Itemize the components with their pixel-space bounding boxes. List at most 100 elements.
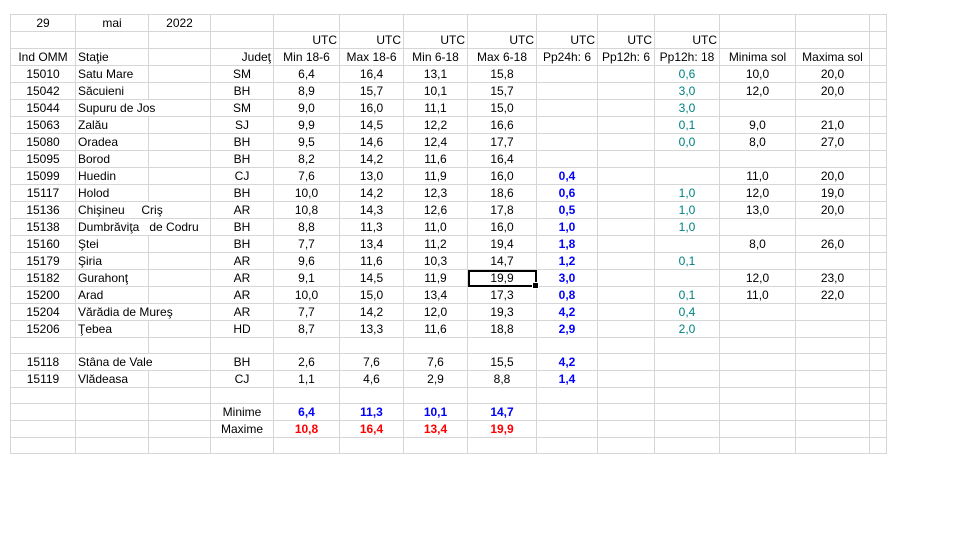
- value-cell: 12,0: [719, 269, 796, 287]
- value-cell: 14,7: [467, 252, 537, 270]
- empty-cell: [467, 437, 537, 454]
- value-cell: 4,6: [339, 370, 404, 388]
- value-cell: [795, 252, 870, 270]
- value-cell: 1,8: [536, 235, 598, 253]
- value-cell: 27,0: [795, 133, 870, 151]
- station-name: Oradea: [75, 133, 149, 151]
- value-cell: 1,0: [654, 218, 720, 236]
- station-row: 15042 Săcuieni BH 8,9 15,7 10,1 15,7 3,0 12,0 20,…: [10, 82, 887, 100]
- value-cell: 7,6: [403, 353, 468, 371]
- station-id: 15136: [10, 201, 76, 219]
- value-cell: 20,0: [795, 82, 870, 100]
- empty-cell: [210, 14, 274, 32]
- value-cell: 14,2: [339, 150, 404, 168]
- empty-cell: [148, 269, 211, 287]
- station-name: Supuru de Jos: [75, 99, 211, 117]
- value-cell: [597, 320, 655, 338]
- empty-cell: [869, 337, 887, 354]
- empty-cell: [339, 387, 404, 404]
- empty-cell: [536, 387, 598, 404]
- column-header: Max 6-18: [467, 48, 537, 66]
- value-cell: 15,5: [467, 353, 537, 371]
- value-cell: [536, 116, 598, 134]
- column-header: Ind OMM: [10, 48, 76, 66]
- station-id: 15200: [10, 286, 76, 304]
- empty-cell: [795, 437, 870, 454]
- empty-cell: [148, 167, 211, 185]
- value-cell: [536, 82, 598, 100]
- empty-cell: [75, 437, 149, 454]
- empty-cell: [795, 403, 870, 421]
- value-cell: 1,1: [273, 370, 340, 388]
- station-id: 15179: [10, 252, 76, 270]
- summary-value: 19,9: [467, 420, 537, 438]
- county: BH: [210, 184, 274, 202]
- station-name: Vlădeasa: [75, 370, 149, 388]
- county: HD: [210, 320, 274, 338]
- station-id: 15118: [10, 353, 76, 371]
- summary-row: Maxime 10,8 16,4 13,4 19,9: [10, 420, 887, 438]
- value-cell: 13,4: [403, 286, 468, 304]
- empty-cell: [597, 420, 655, 438]
- column-header: Min 18-6: [273, 48, 340, 66]
- station-name: Borod: [75, 150, 149, 168]
- value-cell: 6,4: [273, 65, 340, 83]
- empty-cell: [869, 252, 887, 270]
- header-row: Ind OMM Staţie Judeţ Min 18-6 Max 18-6 Min 6-…: [10, 48, 887, 66]
- value-cell: 4,2: [536, 303, 598, 321]
- county: AR: [210, 252, 274, 270]
- empty-cell: [403, 387, 468, 404]
- value-cell: 12,4: [403, 133, 468, 151]
- station-id: 15044: [10, 99, 76, 117]
- empty-cell: [75, 337, 149, 354]
- value-cell: 10,3: [403, 252, 468, 270]
- value-cell: 8,0: [719, 133, 796, 151]
- empty-cell: [148, 370, 211, 388]
- value-cell: 3,0: [654, 82, 720, 100]
- value-cell: 15,8: [467, 65, 537, 83]
- blank-row: [10, 437, 887, 454]
- station-id: 15042: [10, 82, 76, 100]
- column-header: Judeţ: [210, 48, 274, 66]
- station-row: 15099 Huedin CJ 7,6 13,0 11,9 16,0 0,4 11,0 20,0: [10, 167, 887, 185]
- empty-cell: [10, 387, 76, 404]
- empty-cell: [148, 150, 211, 168]
- county: CJ: [210, 370, 274, 388]
- value-cell: [597, 269, 655, 287]
- summary-value: 10,1: [403, 403, 468, 421]
- value-cell: 15,7: [467, 82, 537, 100]
- station-row: 15119 Vlădeasa CJ 1,1 4,6 2,9 8,8 1,4: [10, 370, 887, 388]
- value-cell: 13,0: [719, 201, 796, 219]
- empty-cell: [148, 116, 211, 134]
- county: BH: [210, 82, 274, 100]
- column-header: Minima sol: [719, 48, 796, 66]
- empty-cell: [719, 437, 796, 454]
- empty-cell: [536, 403, 598, 421]
- value-cell: 7,7: [273, 235, 340, 253]
- empty-cell: [536, 437, 598, 454]
- value-cell: [597, 99, 655, 117]
- empty-cell: [273, 437, 340, 454]
- value-cell: [597, 218, 655, 236]
- empty-cell: [75, 31, 149, 49]
- utc-label: UTC: [273, 31, 340, 49]
- empty-cell: [210, 437, 274, 454]
- value-cell: [795, 303, 870, 321]
- empty-cell: [339, 14, 404, 32]
- value-cell: 19,0: [795, 184, 870, 202]
- value-cell: 2,0: [654, 320, 720, 338]
- value-cell: 14,2: [339, 184, 404, 202]
- value-cell: 13,0: [339, 167, 404, 185]
- empty-cell: [654, 387, 720, 404]
- value-cell: [597, 370, 655, 388]
- county: SJ: [210, 116, 274, 134]
- value-cell: [654, 370, 720, 388]
- value-cell: [654, 353, 720, 371]
- station-id: 15182: [10, 269, 76, 287]
- station-row: 15182 Gurahonţ AR 9,1 14,5 11,9 19,9 3,0 12,0 23,…: [10, 269, 887, 290]
- value-cell: [795, 150, 870, 168]
- station-row: 15138 Dumbrăviţa de Codru BH 8,8 11,3 11,0 16,…: [10, 218, 887, 236]
- value-cell: 10,0: [273, 184, 340, 202]
- value-cell: [597, 235, 655, 253]
- column-header: Min 6-18: [403, 48, 468, 66]
